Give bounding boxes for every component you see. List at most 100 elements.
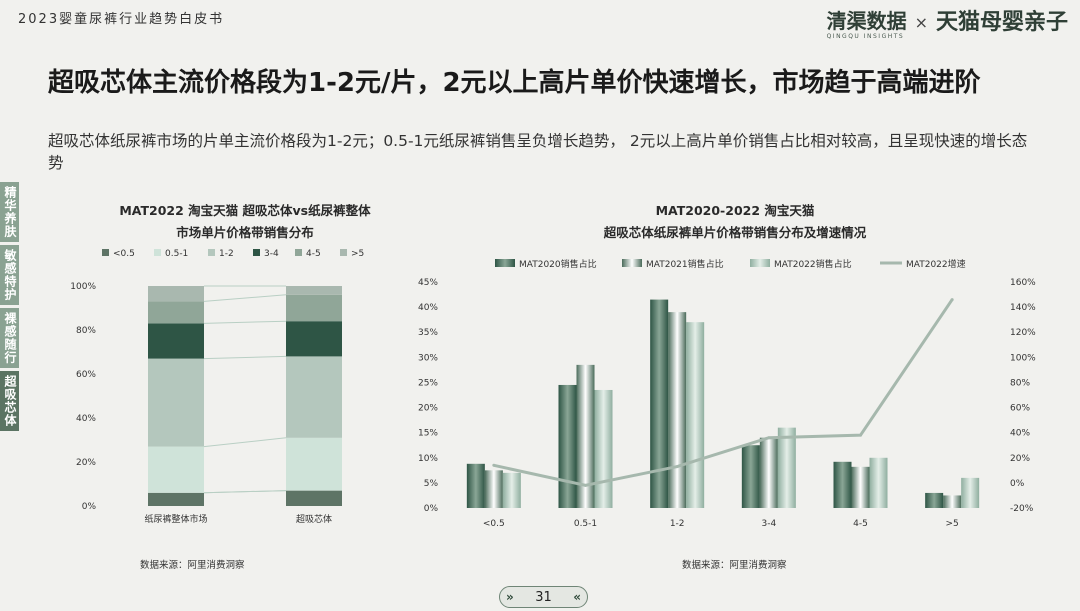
connector-line xyxy=(203,490,287,494)
growth-point xyxy=(859,433,862,437)
legend-label: 0.5-1 xyxy=(165,249,188,259)
legend-swatch xyxy=(495,259,515,267)
bar xyxy=(594,389,613,508)
legend-swatch xyxy=(340,249,347,256)
bar xyxy=(558,384,577,508)
legend-label: <0.5 xyxy=(113,249,135,259)
y-tick-label-left: 30% xyxy=(418,353,438,363)
x-tick-label: 1-2 xyxy=(670,519,685,529)
y-tick-label-right: -20% xyxy=(1010,504,1034,514)
x-tick-label: 4-5 xyxy=(853,519,868,529)
y-tick-label-left: 35% xyxy=(418,328,438,338)
growth-point xyxy=(584,483,587,487)
y-tick-label-left: 0% xyxy=(424,504,439,514)
bar xyxy=(943,495,962,508)
y-tick-label-left: 15% xyxy=(418,429,438,439)
bar xyxy=(484,470,503,508)
right-chart-title: MAT2020-2022 淘宝天猫 超吸芯体纸尿裤单片价格带销售分布及增速情况 xyxy=(560,200,910,244)
connector-line xyxy=(203,437,287,448)
prev-page-icon[interactable]: » xyxy=(506,590,514,604)
growth-point xyxy=(950,298,954,302)
legend-swatch xyxy=(750,259,770,267)
y-tick-label-right: 160% xyxy=(1010,278,1036,288)
x-tick-label: 超吸芯体 xyxy=(296,513,332,525)
y-tick-label-right: 100% xyxy=(1010,353,1036,363)
page-indicator: » 31 « xyxy=(499,586,588,608)
legend-swatch xyxy=(154,249,161,256)
y-tick-label-right: 20% xyxy=(1010,454,1030,464)
document-title: 2023婴童尿裤行业趋势白皮书 xyxy=(18,12,225,27)
bar xyxy=(686,322,705,508)
bar xyxy=(502,472,521,508)
y-tick-label-right: 60% xyxy=(1010,404,1030,414)
legend-swatch xyxy=(102,249,109,256)
legend-label: 3-4 xyxy=(264,249,279,259)
qingqu-logo: 清渠数据 QINGQU INSIGHTS xyxy=(827,10,907,40)
bar-segment xyxy=(286,286,342,295)
bar xyxy=(466,463,485,508)
y-tick-label-right: 120% xyxy=(1010,328,1036,338)
qingqu-logo-text: 清渠数据 xyxy=(826,9,907,33)
x-tick-label: <0.5 xyxy=(483,519,505,529)
y-tick-label: 100% xyxy=(70,282,96,292)
bar xyxy=(777,427,796,508)
y-tick-label-right: 0% xyxy=(1010,479,1025,489)
bar-segment xyxy=(286,356,342,438)
y-tick-label: 80% xyxy=(76,326,96,336)
next-page-icon[interactable]: « xyxy=(573,590,581,604)
y-tick-label: 20% xyxy=(76,458,96,468)
right-chart-source: 数据来源：阿里消费洞察 xyxy=(682,560,787,571)
page-headline: 超吸芯体主流价格段为1-2元/片，2元以上高片单价快速增长，市场趋于高端进阶 xyxy=(48,68,981,98)
y-tick-label: 60% xyxy=(76,370,96,380)
bar xyxy=(833,461,852,508)
y-tick-label-left: 25% xyxy=(418,378,438,388)
y-tick-label-left: 45% xyxy=(418,278,438,288)
connector-line xyxy=(203,355,287,360)
bar xyxy=(851,466,870,508)
side-tab-3[interactable]: 裸感随行 xyxy=(0,308,19,368)
x-tick-label: 0.5-1 xyxy=(574,519,597,529)
left-chart-title-line2: 市场单片价格带销售分布 xyxy=(176,225,314,240)
x-tick-label: >5 xyxy=(946,519,959,529)
bar xyxy=(650,299,669,508)
legend-label: MAT2022销售占比 xyxy=(774,258,852,270)
y-tick-label-left: 20% xyxy=(418,404,438,414)
legend-swatch xyxy=(622,259,642,267)
y-tick-label-right: 40% xyxy=(1010,429,1030,439)
y-tick-label-left: 5% xyxy=(424,479,439,489)
bar-segment xyxy=(286,321,342,357)
side-tab-1[interactable]: 精华养肤 xyxy=(0,182,19,242)
side-tab-4-active[interactable]: 超吸芯体 xyxy=(0,371,19,431)
bar-segment xyxy=(286,437,342,491)
y-tick-label-right: 140% xyxy=(1010,303,1036,313)
growth-point xyxy=(767,436,771,440)
legend-label: MAT2020销售占比 xyxy=(519,258,597,270)
bar-segment xyxy=(148,286,204,302)
bar xyxy=(961,477,980,508)
tmall-logo-text: 天猫母婴亲子 xyxy=(935,10,1068,35)
bar-segment xyxy=(148,301,204,324)
right-chart-title-line1: MAT2020-2022 淘宝天猫 xyxy=(655,203,815,218)
bar xyxy=(668,312,687,508)
legend-swatch xyxy=(208,249,215,256)
legend-swatch xyxy=(295,249,302,256)
connector-line xyxy=(203,320,287,324)
y-tick-label-left: 40% xyxy=(418,303,438,313)
bar-segment xyxy=(148,358,204,447)
left-stacked-bar-chart: <0.5 0.5-1 1-2 3-4 4-5 >5 0% 20% 40% 60% 80% 100% 纸尿… xyxy=(70,249,364,525)
legend-label: MAT2022增速 xyxy=(906,258,966,270)
right-combo-chart: MAT2020销售占比 MAT2021销售占比 MAT2022销售占比 MAT2022… xyxy=(418,258,1036,529)
bar-segment xyxy=(148,492,204,506)
y-tick-label: 0% xyxy=(82,502,97,512)
collab-symbol: × xyxy=(914,13,928,32)
legend-label: 4-5 xyxy=(306,249,321,259)
connector-line xyxy=(203,294,287,302)
left-chart-title-line1: MAT2022 淘宝天猫 超吸芯体vs纸尿裤整体 xyxy=(119,203,371,218)
legend-label: >5 xyxy=(351,249,364,259)
x-tick-label: 纸尿裤整体市场 xyxy=(144,513,207,525)
brand-logos: 清渠数据 QINGQU INSIGHTS × 天猫母婴亲子 xyxy=(827,10,1068,40)
side-tab-2[interactable]: 敏感特护 xyxy=(0,245,19,305)
page-number: 31 xyxy=(535,589,552,605)
bar xyxy=(869,457,888,508)
bar-segment xyxy=(148,446,204,493)
